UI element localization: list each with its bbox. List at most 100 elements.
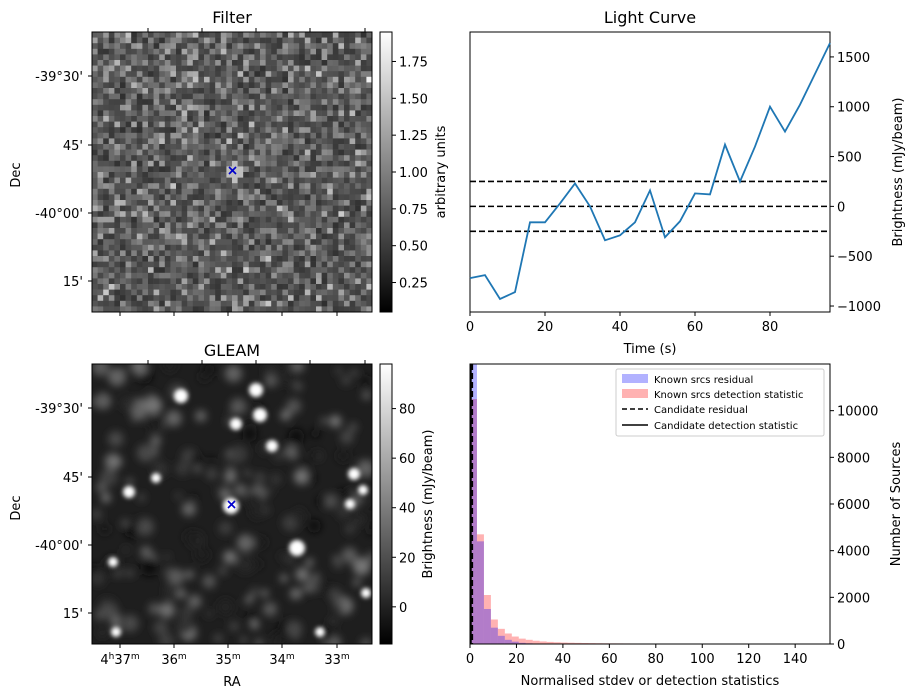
radio-source <box>345 499 355 509</box>
filter-image <box>92 32 373 313</box>
count-tick-label: 8000 <box>837 451 870 466</box>
filter-marker <box>228 166 237 175</box>
dec-tick-label: -39°30' <box>35 70 83 85</box>
histogram-bar <box>476 534 484 644</box>
colorbar-tick-label: 60 <box>399 452 416 467</box>
ra-tick-label: 4h37m <box>100 652 139 668</box>
radio-source <box>253 408 267 422</box>
radio-source <box>315 627 325 637</box>
colorbar-tick-label: 1.25 <box>399 129 428 144</box>
filter-colorbar-label: arbitrary units <box>434 125 449 218</box>
candidate-lines <box>470 364 474 644</box>
histogram-bar <box>504 639 512 644</box>
histogram-bar <box>470 364 477 644</box>
histogram-bar <box>574 642 582 644</box>
filter-ylabel: Dec <box>9 162 24 187</box>
radio-source <box>111 627 121 637</box>
histogram-bar <box>518 642 526 644</box>
legend-item-detection: Known srcs detection statistic <box>622 389 803 401</box>
colorbar-tick-label: 40 <box>399 502 416 517</box>
histogram-bar <box>511 641 519 644</box>
histogram-xticks: 0 20 40 60 80 100 120 140 <box>466 644 808 667</box>
radio-source <box>361 588 371 598</box>
filter-colorbar <box>379 31 393 313</box>
histogram-bar <box>470 399 477 644</box>
legend-item-residual: Known srcs residual <box>622 374 753 386</box>
statistic-tick-label: 20 <box>508 652 525 667</box>
gleam-title: GLEAM <box>204 341 260 360</box>
radio-source <box>348 468 360 480</box>
histogram-ylabel: Number of Sources <box>889 442 904 567</box>
legend-item-candidate-detection: Candidate detection statistic <box>622 421 798 432</box>
histogram-bar <box>525 639 533 644</box>
count-tick-label: 0 <box>837 638 845 653</box>
histogram-bar <box>504 633 512 644</box>
brightness-tick-label: 1500 <box>837 51 870 66</box>
filter-title: Filter <box>212 8 252 27</box>
gleam-image <box>92 364 372 644</box>
statistic-tick-label: 120 <box>736 652 761 667</box>
radio-source <box>249 383 263 397</box>
filter-ticks: -39°30' 45' -40°00' 15' <box>35 28 366 316</box>
statistic-tick-label: 100 <box>690 652 715 667</box>
histogram-bar <box>518 638 526 644</box>
light-curve-series <box>469 42 831 301</box>
statistic-tick-label: 80 <box>648 652 665 667</box>
count-tick-label: 2000 <box>837 591 870 606</box>
dec-tick-label: 45' <box>63 139 83 154</box>
radio-source <box>123 486 135 498</box>
brightness-tick-label: −1000 <box>837 300 881 315</box>
filter-frame <box>91 31 373 313</box>
statistic-tick-label: 40 <box>555 652 572 667</box>
radio-source <box>108 557 118 567</box>
histogram-bar <box>483 595 491 644</box>
brightness-tick-label: 1000 <box>837 101 870 116</box>
dec-tick-label: -39°30' <box>35 402 83 417</box>
colorbar-tick-label: 1.00 <box>399 166 428 181</box>
gleam-ylabel: Dec <box>9 495 24 520</box>
legend-label-candidate-detection: Candidate detection statistic <box>654 421 798 432</box>
filter-colorbar-ticks: 0.25 0.50 0.75 1.00 1.25 1.50 1.75 <box>392 55 428 292</box>
gleam-colorbar <box>379 363 393 645</box>
statistic-tick-label: 140 <box>783 652 808 667</box>
dec-tick-label: 15' <box>63 607 83 622</box>
histogram-bar <box>567 642 575 644</box>
colorbar-tick-label: 0 <box>399 601 407 616</box>
ra-tick-label: 34m <box>269 652 294 668</box>
histogram-xlabel: Normalised stdev or detection statistics <box>521 674 780 689</box>
histogram-bar <box>497 628 505 644</box>
histogram-bar <box>476 541 484 644</box>
histogram-panel: 0 20 40 60 80 100 120 140 0 2000 4000 6000 8000 1000… <box>466 363 904 689</box>
statistic-tick-label: 60 <box>601 652 618 667</box>
legend-label-residual: Known srcs residual <box>654 375 753 386</box>
colorbar-tick-label: 20 <box>399 551 416 566</box>
legend-item-candidate-residual: Candidate residual <box>622 405 748 416</box>
threshold-lines <box>470 180 830 233</box>
radio-source <box>358 485 368 495</box>
dec-tick-label: 45' <box>63 471 83 486</box>
time-tick-label: 60 <box>687 320 704 335</box>
histogram-yticks: 0 2000 4000 6000 8000 10000 <box>830 405 878 653</box>
histogram-bar <box>483 609 491 644</box>
light-curve-ylabel: Brightness (mJy/beam) <box>891 98 906 247</box>
light-curve-xlabel: Time (s) <box>623 342 677 357</box>
light-curve-frame <box>469 31 831 313</box>
ra-tick-label: 35m <box>215 652 240 668</box>
brightness-tick-label: 0 <box>837 200 845 215</box>
radio-source <box>151 473 161 483</box>
histogram-bar <box>490 619 498 644</box>
gleam-xlabel: RA <box>223 675 241 690</box>
radio-source <box>230 418 242 430</box>
colorbar-tick-label: 1.50 <box>399 92 428 107</box>
statistic-tick-label: 0 <box>466 652 474 667</box>
count-tick-label: 4000 <box>837 545 870 560</box>
count-tick-label: 6000 <box>837 498 870 513</box>
colorbar-tick-label: 0.25 <box>399 277 428 292</box>
histogram-bars <box>470 364 742 644</box>
count-tick-label: 10000 <box>837 405 878 420</box>
dec-tick-label: -40°00' <box>35 539 83 554</box>
gleam-colorbar-label: Brightness (mJy/beam) <box>421 430 436 579</box>
radio-source <box>174 389 188 403</box>
dec-tick-label: 15' <box>63 275 83 290</box>
